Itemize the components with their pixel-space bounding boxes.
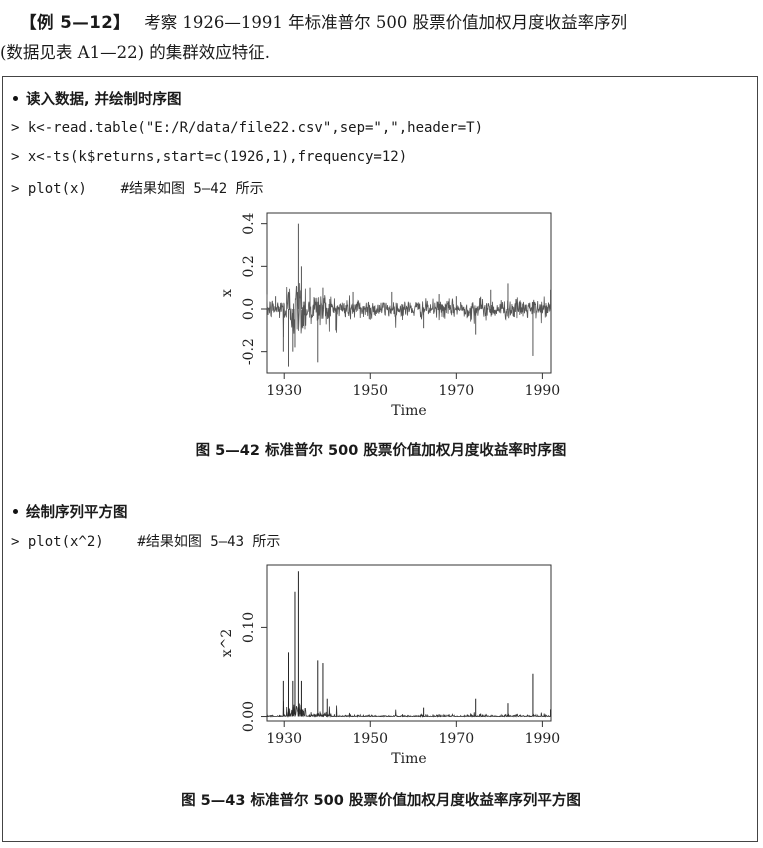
y-tick-label: -0.2: [241, 338, 257, 365]
x-tick-label: 1970: [439, 731, 475, 747]
content-box: 读入数据, 并绘制时序图 > k<-read.table("E:/R/data/…: [2, 76, 758, 842]
y-tick-label: 0.0: [241, 298, 257, 320]
x-tick-label: 1950: [352, 383, 388, 399]
x-tick-label: 1930: [266, 383, 302, 399]
y-tick-label: 0.4: [241, 212, 257, 234]
x-tick-label: 1990: [525, 383, 561, 399]
y-tick-label: 0.10: [241, 612, 257, 643]
x-axis-label: Time: [391, 403, 426, 419]
code-line: > x<-ts(k$returns,start=c(1926,1),freque…: [11, 149, 408, 165]
series-line: [266, 283, 552, 338]
y-tick-label: 0.2: [241, 255, 257, 277]
time-series-chart: 1930 1950 1970 1990 Time -0.2 0.0 0.2 0.4 x: [219, 212, 561, 419]
y-axis-label: x: [219, 289, 235, 297]
intro-line-1: 【例 5—12】 考察 1926—1991 年标准普尔 500 股票价值加权月度收…: [20, 8, 627, 37]
intro-text-1: 考察 1926—1991 年标准普尔 500 股票价值加权月度收益率序列: [144, 13, 628, 32]
code-line: > k<-read.table("E:/R/data/file22.csv",s…: [11, 120, 484, 136]
x-tick-label: 1930: [266, 731, 302, 747]
bullet-read-data: 读入数据, 并绘制时序图: [13, 88, 182, 109]
y-axis-label: x^2: [219, 629, 235, 658]
figure-caption-5-42: 图 5—42 标准普尔 500 股票价值加权月度收益率时序图: [195, 443, 567, 459]
code-line: > plot(x) #结果如图 5—42 所示: [11, 181, 264, 197]
plot-frame: [266, 564, 552, 722]
bullet-dot-icon: [13, 95, 18, 101]
squared-series-chart: 1930 1950 1970 1990 Time 0.00 0.10 x^2: [219, 564, 561, 767]
x-tick-label: 1970: [439, 383, 475, 399]
x-axis-label: Time: [391, 751, 426, 767]
figure-caption-5-43: 图 5—43 标准普尔 500 股票价值加权月度收益率序列平方图: [181, 793, 581, 809]
intro-line-2: (数据见表 A1—22) 的集群效应特征.: [0, 43, 271, 62]
x-tick-label: 1990: [525, 731, 561, 747]
y-tick-label: 0.00: [241, 701, 257, 732]
x-tick-label: 1950: [352, 731, 388, 747]
example-label: 【例 5—12】: [20, 13, 131, 32]
code-line: > plot(x^2) #结果如图 5—43 所示: [11, 534, 281, 550]
bullet-dot-icon: [13, 508, 18, 514]
bullet-square-plot: 绘制序列平方图: [13, 501, 128, 522]
series-line: [266, 701, 551, 719]
